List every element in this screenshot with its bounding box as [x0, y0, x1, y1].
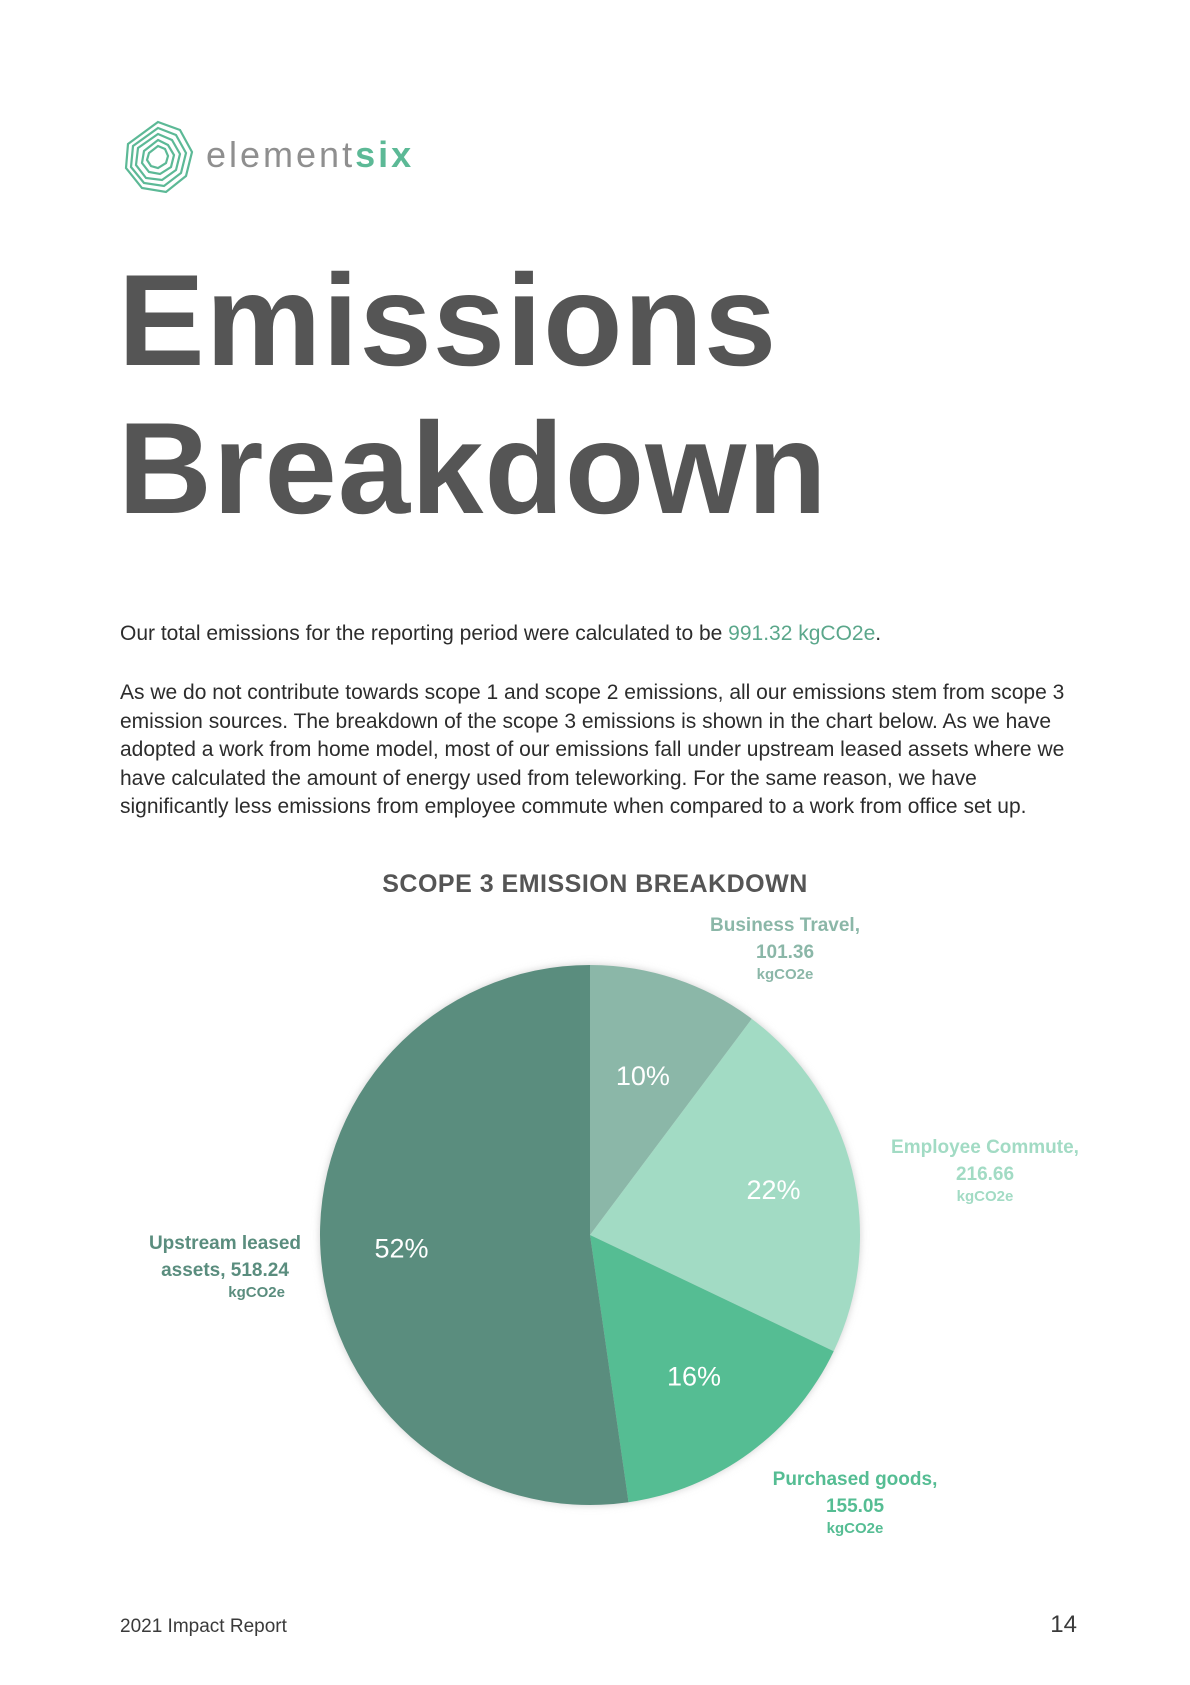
label-purchased-goods-value: 155.05 — [825, 1496, 885, 1517]
body-paragraph: As we do not contribute towards scope 1 … — [120, 681, 1065, 819]
label-business-travel: Business Travel, 101.36 kgCO2e — [660, 912, 910, 983]
brand-wordmark: elementsix — [206, 134, 414, 176]
page-title-line1: Emissions — [118, 247, 778, 393]
total-emissions-value: 991.32 kgCO2e — [728, 622, 876, 645]
page-number: 14 — [1050, 1611, 1077, 1638]
pie-slice-employee-commute — [590, 1018, 860, 1352]
label-employee-commute-value: 216.66 — [955, 1164, 1015, 1185]
pie-slices — [320, 965, 860, 1505]
intro-period: . — [875, 622, 882, 645]
logo-mark-icon — [124, 120, 194, 194]
label-upstream-value: 518.24 — [230, 1260, 289, 1281]
brand-word-six: six — [355, 134, 415, 175]
label-upstream-name-line1: Upstream leased — [148, 1233, 302, 1254]
label-employee-commute-name: Employee Commute, — [891, 1137, 1079, 1158]
label-business-travel-name: Business Travel, — [710, 915, 860, 936]
pie-percent-upstream-leased-assets: 52% — [374, 1234, 428, 1264]
chart-title: SCOPE 3 EMISSION BREAKDOWN — [382, 870, 808, 898]
label-upstream-unit: kgCO2e — [228, 1284, 285, 1301]
pie-percent-labels: 10% 22% 16% 52% — [374, 1061, 800, 1391]
pie-slice-business-travel — [590, 965, 752, 1235]
page-title-line2: Breakdown — [118, 395, 828, 541]
pie-slice-upstream-leased-assets — [320, 965, 629, 1505]
footer-report-title: 2021 Impact Report — [120, 1616, 287, 1637]
label-employee-commute: Employee Commute, 216.66 kgCO2e — [860, 1134, 1110, 1205]
label-purchased-goods-name: Purchased goods, — [772, 1469, 938, 1490]
label-purchased-goods-unit: kgCO2e — [826, 1520, 884, 1537]
label-business-travel-value: 101.36 — [755, 942, 815, 963]
label-upstream-name-line2: assets, — [161, 1260, 231, 1281]
page-title: Emissions Breakdown — [118, 246, 828, 542]
pie-chart: 10% 22% 16% 52% — [320, 965, 860, 1505]
intro-paragraph: Our total emissions for the reporting pe… — [120, 622, 881, 646]
label-employee-commute-unit: kgCO2e — [956, 1188, 1014, 1205]
pie-slice-purchased-goods — [590, 1235, 834, 1503]
label-business-travel-unit: kgCO2e — [756, 966, 814, 983]
label-upstream-leased-assets: Upstream leased assets, 518.24 kgCO2e — [130, 1230, 320, 1301]
logo — [118, 118, 418, 198]
pie-percent-employee-commute: 22% — [746, 1175, 800, 1205]
pie-percent-business-travel: 10% — [616, 1061, 670, 1091]
intro-text: Our total emissions for the reporting pe… — [120, 622, 729, 645]
brand-word-element: element — [206, 134, 356, 175]
label-purchased-goods: Purchased goods, 155.05 kgCO2e — [740, 1466, 970, 1537]
pie-percent-purchased-goods: 16% — [667, 1361, 721, 1391]
